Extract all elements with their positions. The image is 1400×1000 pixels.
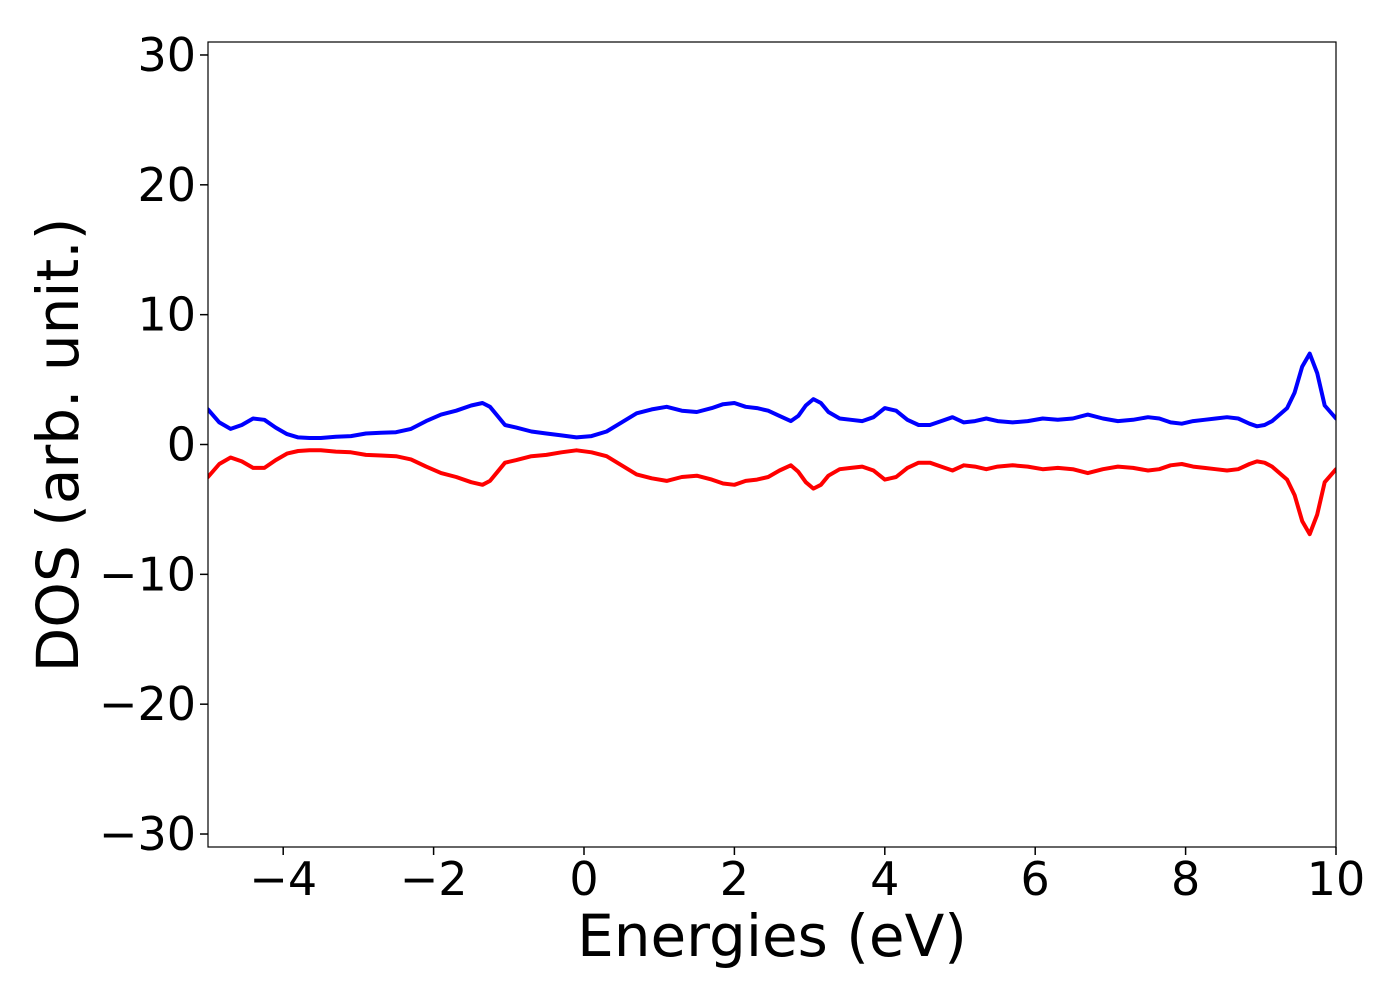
y-axis-label: DOS (arb. unit.) bbox=[24, 218, 92, 673]
x-tick-label: 4 bbox=[870, 852, 899, 906]
x-tick-label: −4 bbox=[249, 852, 317, 906]
x-tick-label: 6 bbox=[1021, 852, 1050, 906]
series-layer bbox=[208, 351, 1336, 537]
x-axis-label: Energies (eV) bbox=[577, 902, 967, 970]
series-line-1 bbox=[208, 351, 1336, 440]
y-tick-label: −30 bbox=[99, 807, 196, 861]
y-tick-label: 30 bbox=[137, 28, 196, 82]
plot-frame bbox=[207, 41, 1337, 848]
y-tick-label: −20 bbox=[99, 677, 196, 731]
x-tick-label: 10 bbox=[1307, 852, 1366, 906]
x-tick-label: −2 bbox=[400, 852, 468, 906]
x-tick-label: 8 bbox=[1171, 852, 1200, 906]
y-tick-label: −10 bbox=[99, 547, 196, 601]
y-tick-label: 20 bbox=[137, 158, 196, 212]
x-tick-label: 0 bbox=[569, 852, 598, 906]
y-axis-ticks: −30 −20 −10 0 10 20 30 bbox=[99, 28, 208, 861]
x-axis-ticks: −4 −2 0 2 4 6 8 10 bbox=[249, 847, 1365, 906]
series-line-2 bbox=[208, 448, 1336, 537]
y-tick-label: 10 bbox=[137, 288, 196, 342]
y-tick-label: 0 bbox=[167, 418, 196, 472]
x-tick-label: 2 bbox=[720, 852, 749, 906]
